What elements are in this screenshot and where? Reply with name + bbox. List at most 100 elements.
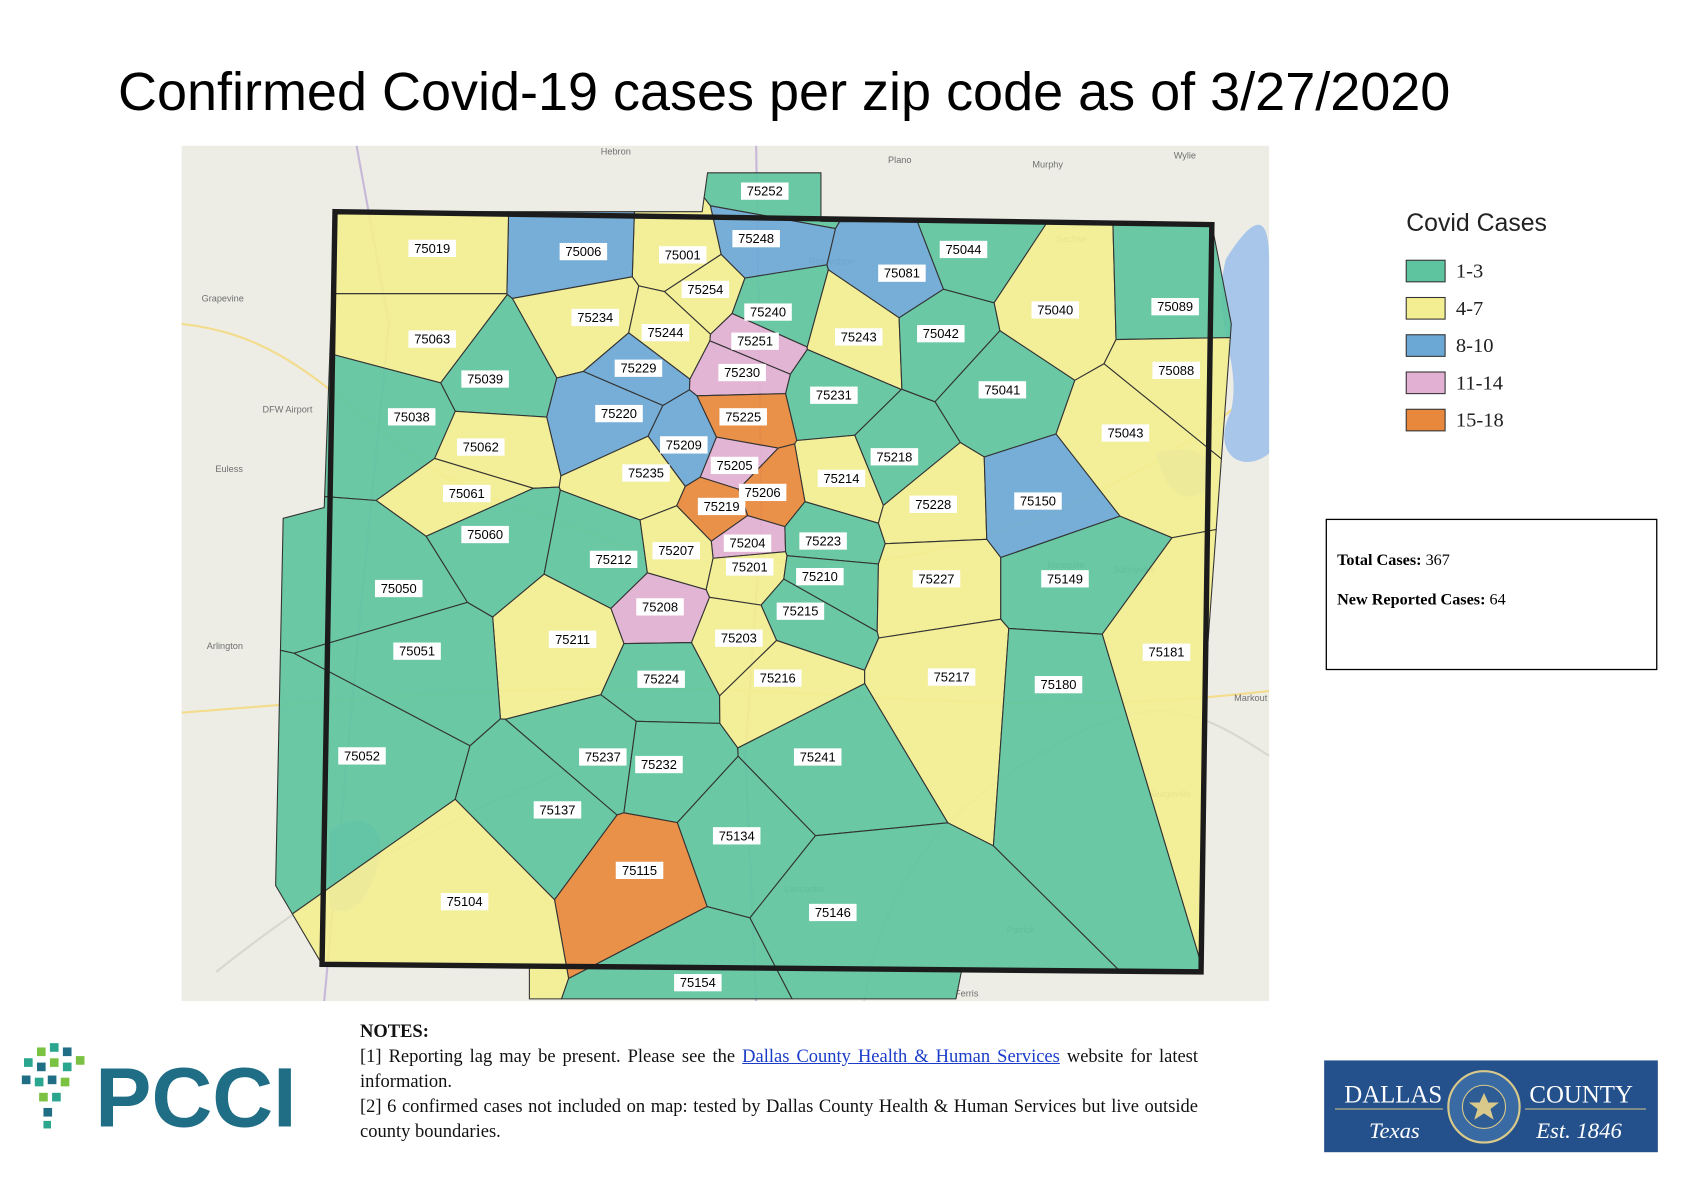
zip-label-box <box>660 436 708 454</box>
zip-label-box <box>579 748 627 766</box>
zip-label-box <box>635 755 683 774</box>
zip-label-box <box>457 438 505 456</box>
total-value: 367 <box>1426 551 1450 569</box>
zip-label-box <box>1014 492 1062 510</box>
zip-label-box <box>641 323 690 342</box>
zip-labels: 75252 75248 75001 75006 75019 75081 75044 75254… <box>338 182 1200 992</box>
legend-label: 1-3 <box>1456 261 1483 283</box>
zip-label: 75150 <box>1020 494 1056 509</box>
zip-label: 75039 <box>467 372 503 387</box>
zip-label-box <box>793 748 842 766</box>
zip-label-box <box>681 280 730 299</box>
zip-label-box <box>776 602 825 620</box>
zip-label-box <box>732 230 780 248</box>
zip-label: 75220 <box>601 406 637 421</box>
total-cases: Total Cases: 367 <box>1337 551 1450 569</box>
zip-label-box <box>715 629 763 647</box>
note-2: [2] 6 confirmed cases not included on ma… <box>360 1097 1198 1142</box>
zip-label: 75211 <box>555 632 590 647</box>
county-logo: DALLAS COUNTY Texas Est. 1846 <box>1324 1060 1658 1153</box>
zip-label-box <box>387 408 436 426</box>
zip-label-box <box>809 903 857 922</box>
legend-label: 11-14 <box>1456 372 1503 394</box>
title: Confirmed Covid-19 cases per zip code as… <box>118 62 1450 122</box>
zip-label-box <box>744 303 792 321</box>
place-label: Markout <box>1234 693 1268 703</box>
zip-label-box <box>718 363 766 382</box>
zip-label: 75203 <box>721 631 757 646</box>
legend-swatch <box>1405 334 1446 357</box>
zip-label-box <box>374 579 423 598</box>
zip-label-box <box>408 239 456 258</box>
zip-label: 75214 <box>823 471 859 486</box>
zip-label-box <box>1101 424 1150 442</box>
place-label: Ferris <box>955 989 979 999</box>
zip-label-box <box>622 464 670 482</box>
health-services-link[interactable]: Dallas County Health & Human Services <box>742 1047 1060 1067</box>
legend-swatch <box>1405 296 1446 320</box>
zip-label-box <box>440 893 489 911</box>
zip-label: 75225 <box>725 409 761 424</box>
zip-label-box <box>710 456 759 475</box>
zip-label: 75041 <box>984 382 1020 397</box>
place-label: Wylie <box>1174 151 1196 161</box>
zip-region <box>291 798 570 1000</box>
zip-label-box <box>559 242 608 261</box>
legend-label: 15-18 <box>1456 410 1504 432</box>
zip-label-box <box>810 386 858 404</box>
zip-label-box <box>909 495 958 513</box>
zip-label-box <box>738 483 787 502</box>
place-label: Grapevine <box>202 293 244 303</box>
lake <box>1221 224 1270 463</box>
zip-label: 75235 <box>628 465 664 480</box>
zip-label-box <box>636 598 684 616</box>
zip-region <box>560 905 793 1000</box>
zip-label: 75051 <box>399 644 435 659</box>
pcci-logo: PCCI <box>21 1043 296 1144</box>
county-state: Texas <box>1369 1118 1420 1143</box>
place-label: DFW Airport <box>263 405 313 415</box>
zip-label: 75230 <box>724 365 760 380</box>
zip-label-box <box>674 974 722 992</box>
zip-label: 75244 <box>647 325 683 340</box>
legend-swatch <box>1405 259 1446 283</box>
county-right: COUNTY <box>1529 1082 1633 1109</box>
zip-label-box <box>533 801 582 819</box>
county-left: DALLAS <box>1344 1082 1442 1109</box>
zip-label: 75219 <box>704 499 740 514</box>
zip-label: 75038 <box>394 409 430 424</box>
legend-title: Covid Cases <box>1406 210 1547 237</box>
zip-label: 75044 <box>945 242 981 257</box>
zip-label-box <box>917 325 965 343</box>
zip-label-box <box>741 182 789 200</box>
zip-label: 75207 <box>658 543 694 558</box>
note-1-text: [1] Reporting lag may be present. Please… <box>360 1047 743 1067</box>
zip-label: 75137 <box>539 802 575 817</box>
zip-label-box <box>614 359 663 377</box>
zip-label-box <box>461 370 509 388</box>
legend-label: 4-7 <box>1456 298 1483 320</box>
zip-label: 75209 <box>666 437 702 452</box>
zip-label: 75081 <box>884 266 920 281</box>
zip-label: 75050 <box>381 581 417 596</box>
zip-label-box <box>978 381 1027 399</box>
zip-label: 75149 <box>1047 571 1083 586</box>
zip-label: 75001 <box>665 247 701 262</box>
zip-label-box <box>1151 298 1199 316</box>
zip-label: 75052 <box>344 748 380 763</box>
zip-label: 75146 <box>815 905 851 920</box>
zip-label-box <box>461 525 509 544</box>
zip-label: 75060 <box>467 527 503 542</box>
zip-label-box <box>697 497 746 516</box>
zip-label: 75061 <box>449 486 485 501</box>
new-label: New Reported Cases: <box>1337 591 1485 609</box>
zip-label: 75215 <box>782 604 818 619</box>
zip-label-box <box>731 332 779 350</box>
zip-label-box <box>799 532 847 550</box>
zip-label-box <box>939 240 988 259</box>
zip-label-box <box>1152 361 1200 380</box>
zip-label: 75181 <box>1149 645 1185 660</box>
zip-label: 75206 <box>745 485 781 500</box>
county-est: Est. 1846 <box>1535 1118 1622 1143</box>
